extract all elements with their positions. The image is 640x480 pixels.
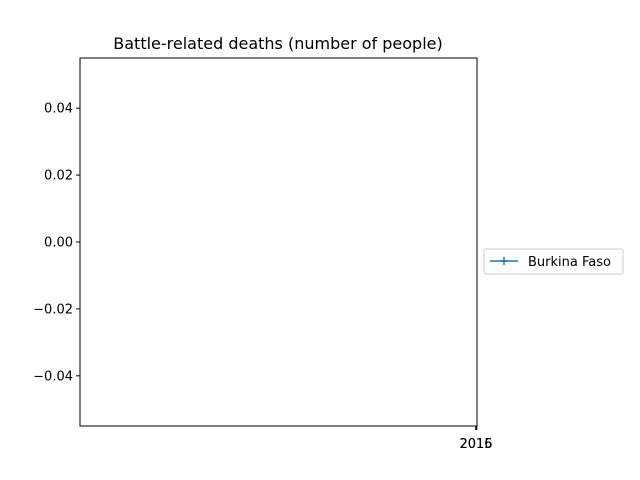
legend: Burkina Faso — [483, 248, 624, 275]
axes-frame — [79, 57, 478, 427]
y-tick-label: 0.04 — [44, 102, 73, 117]
y-tick-label: 0.00 — [44, 236, 73, 251]
y-tick-label: −0.04 — [33, 369, 73, 384]
x-tick-label: 2015 — [459, 437, 492, 452]
legend-label-burkina-faso: Burkina Faso — [528, 255, 611, 270]
x-tick-label: 2016 — [459, 437, 492, 452]
y-axis: 0.04 0.02 0.00 −0.02 −0.04 — [33, 102, 80, 384]
chart-title: Battle-related deaths (number of people) — [113, 34, 442, 53]
y-tick-label: 0.02 — [44, 169, 73, 184]
plot-area — [79, 57, 478, 427]
legend-box — [483, 248, 624, 275]
y-tick-label: −0.02 — [33, 302, 73, 317]
